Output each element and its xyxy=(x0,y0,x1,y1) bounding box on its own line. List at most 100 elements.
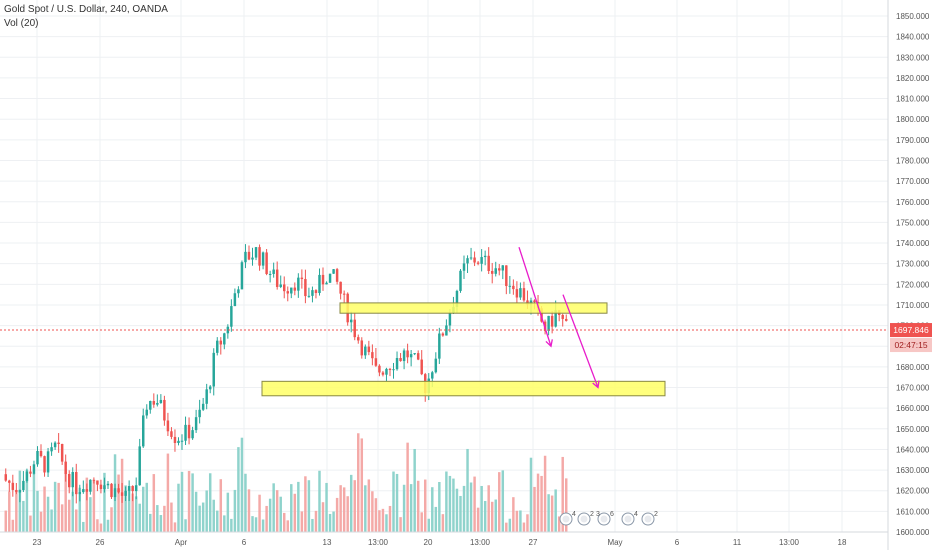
candle-body xyxy=(565,318,568,321)
candle-body xyxy=(480,257,483,264)
yellow-zone-1 xyxy=(339,302,608,314)
price-tick-label: 1640.000 xyxy=(896,445,930,454)
candle-body xyxy=(473,257,476,263)
candle-body xyxy=(131,486,134,492)
volume-bar xyxy=(529,457,533,532)
candle-body xyxy=(82,489,85,493)
volume-bar xyxy=(413,448,416,532)
volume-bar xyxy=(519,510,522,532)
candle-body xyxy=(184,424,187,441)
candle-body xyxy=(459,270,462,291)
volume-bar xyxy=(258,494,261,532)
time-tick-label: 6 xyxy=(675,538,680,547)
volume-bar xyxy=(483,500,487,532)
volume-bar xyxy=(515,510,519,532)
candle-body xyxy=(177,440,180,443)
volume-bar xyxy=(46,496,50,532)
volume-bar xyxy=(187,470,191,532)
candle-body xyxy=(275,269,279,287)
candle-body xyxy=(360,340,364,356)
candle-body xyxy=(550,315,554,327)
candle-body xyxy=(237,289,240,294)
volume-bar xyxy=(32,473,36,532)
volume-bar xyxy=(170,502,173,532)
volume-bar xyxy=(152,474,156,532)
volume-bar xyxy=(117,474,120,532)
volume-bar xyxy=(364,485,367,532)
volume-bar xyxy=(409,484,413,532)
volume-bar xyxy=(145,482,148,532)
time-tick-label: 13:00 xyxy=(368,538,389,547)
candle-body xyxy=(349,319,353,323)
time-tick-label: 23 xyxy=(33,538,42,547)
time-tick-label: 13:00 xyxy=(470,538,491,547)
price-tick-label: 1850.000 xyxy=(896,12,930,21)
volume-bar xyxy=(328,513,332,532)
countdown-value: 02:47:15 xyxy=(894,340,927,350)
volume-bar xyxy=(240,437,244,532)
candle-body xyxy=(501,265,505,271)
price-tick-label: 1830.000 xyxy=(896,53,930,62)
volume-bar xyxy=(476,507,480,532)
candle-body xyxy=(64,461,67,475)
candle-body xyxy=(434,358,438,373)
volume-bar xyxy=(11,519,15,532)
volume-bar xyxy=(180,471,184,532)
candle-body xyxy=(272,269,275,274)
volume-bar xyxy=(78,487,82,532)
volume-bar xyxy=(466,448,469,532)
volume-bar xyxy=(378,510,381,532)
economic-event-icons[interactable]: 4 2 6 4 23 xyxy=(559,511,658,526)
candle-body xyxy=(283,284,286,292)
event-flag-inner xyxy=(580,515,588,523)
candle-body xyxy=(50,447,53,452)
volume-bar xyxy=(261,519,265,532)
volume-bar xyxy=(201,502,205,532)
candle-body xyxy=(173,436,177,443)
candle-body xyxy=(110,483,113,498)
volume-bar xyxy=(349,474,353,532)
candle-body xyxy=(314,290,318,294)
volume-bar xyxy=(177,483,180,532)
candle-body xyxy=(445,325,448,336)
volume-bar xyxy=(244,473,247,532)
candle-body xyxy=(498,268,501,271)
candle-body xyxy=(406,350,409,358)
candle-body xyxy=(198,409,201,418)
candle-body xyxy=(216,340,219,353)
volume-bar xyxy=(438,482,441,532)
candle-body xyxy=(431,372,434,379)
candle-body xyxy=(142,415,145,447)
candle-body xyxy=(251,257,254,260)
price-tick-label: 1840.000 xyxy=(896,33,930,42)
volume-bar xyxy=(498,472,501,532)
candle-body xyxy=(297,277,300,291)
price-axis[interactable]: 1850.000 1840.000 1830.000 1820.000 1810.000… xyxy=(896,12,930,537)
volume-bar xyxy=(459,495,462,532)
candle-body xyxy=(378,365,381,373)
volume-bar xyxy=(57,482,60,532)
candle-body xyxy=(89,479,92,492)
time-axis[interactable]: 23 26 Apr 6 13 13:00 20 13:00 27 May 6 11 13:00 18 xyxy=(33,538,847,547)
candle-body xyxy=(325,282,328,285)
volume-bar xyxy=(388,505,392,532)
volume-bar xyxy=(473,476,476,532)
event-flag-inner xyxy=(562,515,570,523)
volume-bar xyxy=(275,490,279,532)
candle-body xyxy=(522,288,526,301)
candle-body xyxy=(191,430,194,439)
volume-bar xyxy=(300,511,304,532)
candlesticks xyxy=(4,244,568,504)
volume-bar xyxy=(233,489,237,532)
support-resistance-zones[interactable] xyxy=(261,302,666,397)
candle-body xyxy=(328,273,332,283)
volume-bar xyxy=(314,510,318,532)
volume-bar xyxy=(311,518,314,532)
volume-bar xyxy=(490,501,494,532)
volume-bar xyxy=(50,509,53,532)
volume-bar xyxy=(512,497,515,532)
volume-bar xyxy=(508,518,512,532)
volume-bar xyxy=(339,485,342,532)
price-tick-label: 1810.000 xyxy=(896,95,930,104)
